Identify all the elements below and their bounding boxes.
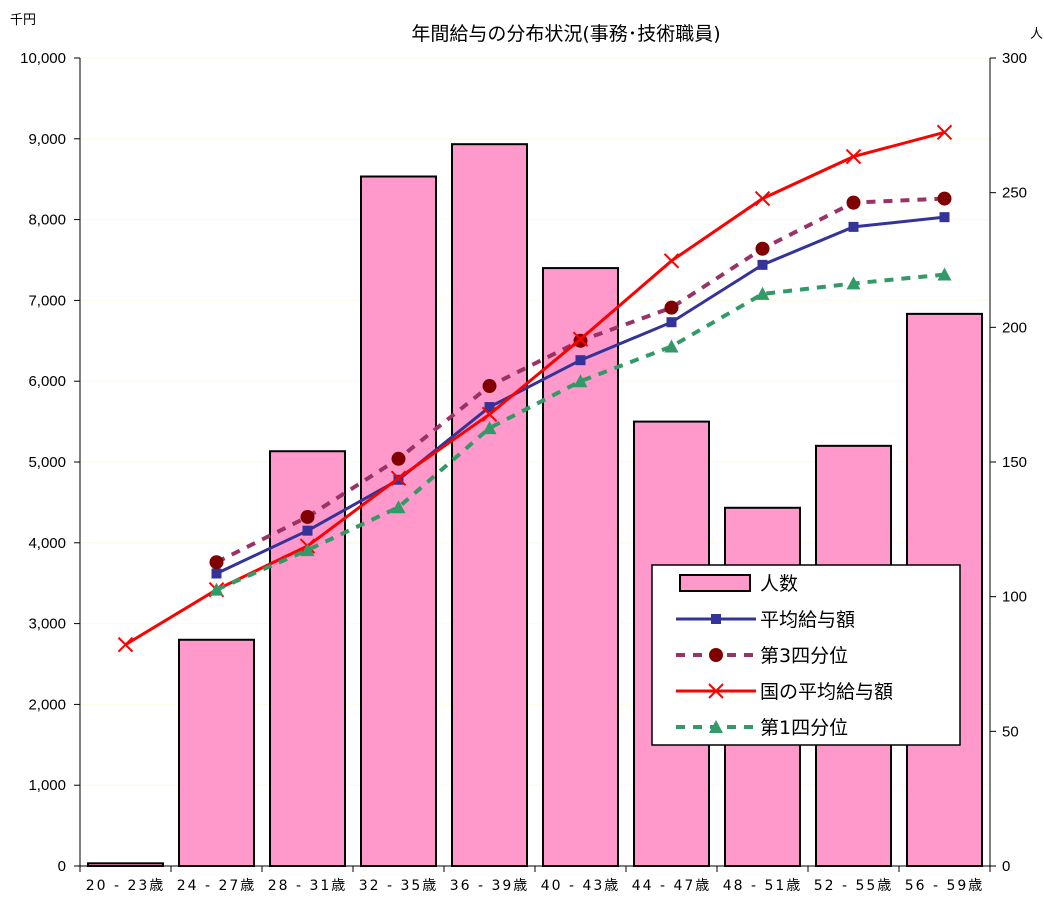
marker-x [390,470,407,486]
marker-square [939,212,950,223]
right-tick-label: 50 [1002,723,1019,740]
x-tick-label: 48 - 51歳 [723,878,803,894]
marker-triangle [482,421,497,435]
marker-square [666,317,677,328]
chart-title: 年間給与の分布状況(事務･技術職員) [411,23,720,45]
marker-square [211,568,222,579]
series-lines [117,124,953,653]
marker-triangle [573,374,588,388]
marker-circle [846,195,861,210]
left-axis-unit: 千円 [10,13,36,28]
axes [74,57,996,872]
marker-circle [482,379,497,394]
x-tick-label: 20 - 23歳 [86,878,166,894]
x-tick-label: 56 - 59歳 [905,878,985,894]
right-axis-unit: 人 [1030,27,1043,42]
marker-square [575,355,586,366]
legend-box [651,564,961,746]
right-tick-label: 250 [1002,185,1027,202]
left-tick-label: 7,000 [28,292,66,309]
bars-layer [87,143,983,868]
series-4 [209,267,952,596]
x-tick-label: 40 - 43歳 [541,878,621,894]
x-tick-label: 32 - 35歳 [359,878,439,894]
left-tick-label: 9,000 [28,131,66,148]
legend-entry-4: 国の平均給与額 [676,681,893,703]
marker-triangle [755,286,770,300]
marker-triangle [846,276,861,290]
x-tick-label: 28 - 31歳 [268,878,348,894]
right-tick-label: 100 [1002,589,1027,606]
marker-triangle [664,339,679,353]
x-tick-label: 44 - 47歳 [632,878,712,894]
marker-x [845,148,862,165]
legend-label: 人数 [760,573,798,595]
x-tick-label: 52 - 55歳 [814,878,894,894]
legend-label: 平均給与額 [760,609,855,631]
x-tick-label: 24 - 27歳 [177,878,257,894]
marker-circle [391,451,406,466]
tick-labels: 0 1,000 2,000 3,000 4,000 5,000 6,000 7,000 8,00… [20,50,1027,894]
right-tick-label: 200 [1002,319,1027,336]
marker-x [708,683,724,699]
marker-square [848,221,859,232]
marker-circle [664,300,679,315]
legend-entry-5: 第1四分位 [676,717,848,739]
marker-triangle [209,582,224,596]
marker-x [481,406,498,423]
right-tick-label: 150 [1002,454,1027,471]
bar-5 [451,143,528,868]
series-line [124,130,945,646]
marker-x [936,124,953,141]
marker-square [711,614,721,624]
marker-square [484,402,495,413]
marker-triangle [391,500,406,514]
marker-circle [300,509,315,524]
legend-label: 国の平均給与額 [760,681,893,703]
left-tick-label: 10,000 [20,50,66,67]
bar-2 [178,638,255,868]
left-tick-label: 5,000 [28,454,66,471]
marker-circle [937,191,952,206]
legend-swatch [679,574,751,592]
series-1 [211,212,950,579]
marker-x [572,331,589,347]
marker-circle [209,555,224,570]
left-tick-label: 6,000 [28,373,66,390]
legend-label: 第3四分位 [760,645,848,667]
marker-triangle [937,267,952,281]
legend-label: 第1四分位 [760,717,848,739]
marker-x [754,190,771,207]
left-tick-label: 8,000 [28,212,66,229]
marker-x [663,253,680,269]
marker-square [302,525,313,536]
left-tick-label: 1,000 [28,777,66,794]
legend-entry-3: 第3四分位 [676,645,848,667]
x-tick-label: 36 - 39歳 [450,878,530,894]
left-tick-label: 2,000 [28,696,66,713]
left-tick-label: 0 [58,858,66,875]
marker-square [757,259,768,270]
legend-entry-2: 平均給与額 [676,609,855,631]
marker-x [117,636,134,653]
right-tick-label: 0 [1002,858,1010,875]
left-tick-label: 3,000 [28,616,66,633]
series-line [215,272,945,592]
left-tick-label: 4,000 [28,535,66,552]
marker-triangle [300,543,315,557]
marker-circle [755,241,770,256]
right-tick-label: 300 [1002,50,1027,67]
legend-entry-1: 人数 [679,573,798,595]
marker-triangle [709,720,723,733]
marker-circle [709,648,723,662]
